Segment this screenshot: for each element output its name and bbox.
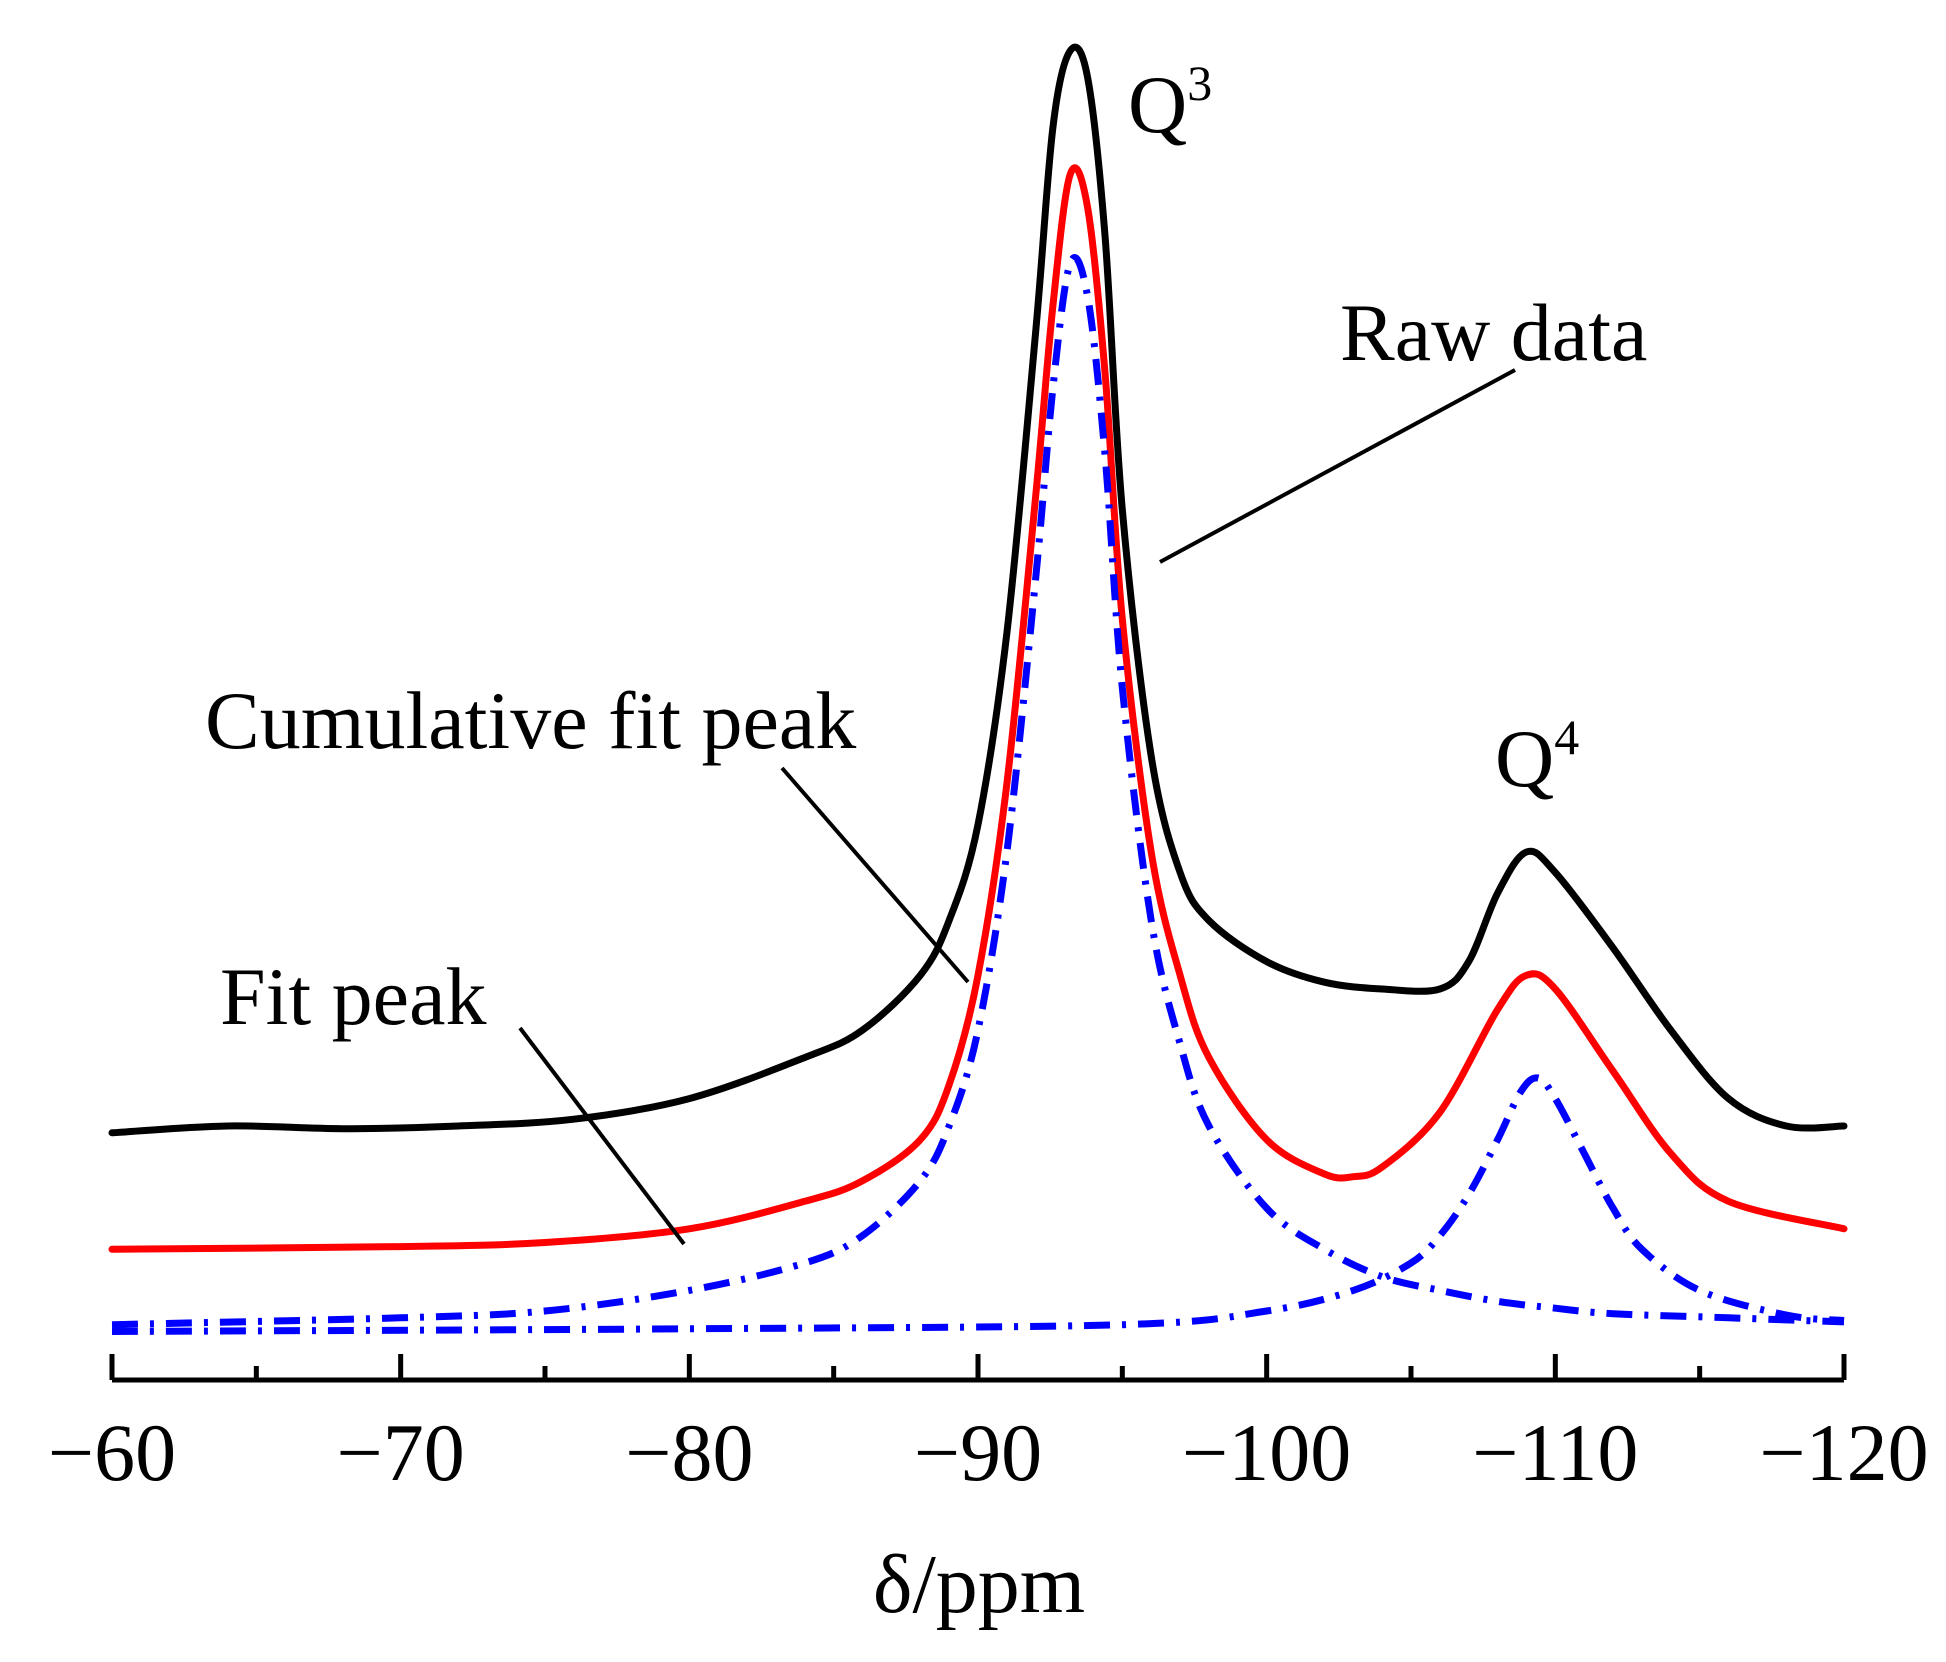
series-line-raw-data [108,43,1848,1137]
x-axis-title: δ/ppm [873,1538,1085,1631]
series-layer [108,43,1848,1335]
series-line-fit-peak-q4 [111,1074,1845,1335]
x-tick-label: −90 [914,1407,1042,1498]
cumulative-fit-peak-leader-line [780,766,970,984]
q4-peak-label: Q4 [1495,709,1579,804]
x-axis-ticks: −60 −70 −80 −90 −100 −110 −120 [48,1354,1929,1498]
raw-data-leader-line [1159,368,1516,564]
x-tick-label: −120 [1759,1407,1928,1498]
x-tick-label: −60 [48,1407,176,1498]
fit-peak-leader-line [518,1026,686,1246]
fit-peak-label: Fit peak [220,951,486,1042]
x-tick-label: −80 [625,1407,753,1498]
cumulative-fit-peak-label: Cumulative fit peak [205,675,856,766]
x-tick-label: −100 [1182,1407,1351,1498]
q3-peak-label-superscript: 3 [1187,55,1212,111]
q4-peak-label-base: Q [1495,713,1554,804]
raw-data-label: Raw data [1340,287,1647,378]
q4-peak-label-superscript: 4 [1554,709,1579,765]
q3-peak-label-base: Q [1128,59,1187,150]
series-line-cumulative-fit-peak [108,164,1848,1253]
series-line-fit-peak-q3 [111,254,1845,1329]
x-tick-label: −110 [1472,1407,1638,1498]
q3-peak-label: Q3 [1128,55,1212,150]
x-tick-label: −70 [337,1407,465,1498]
